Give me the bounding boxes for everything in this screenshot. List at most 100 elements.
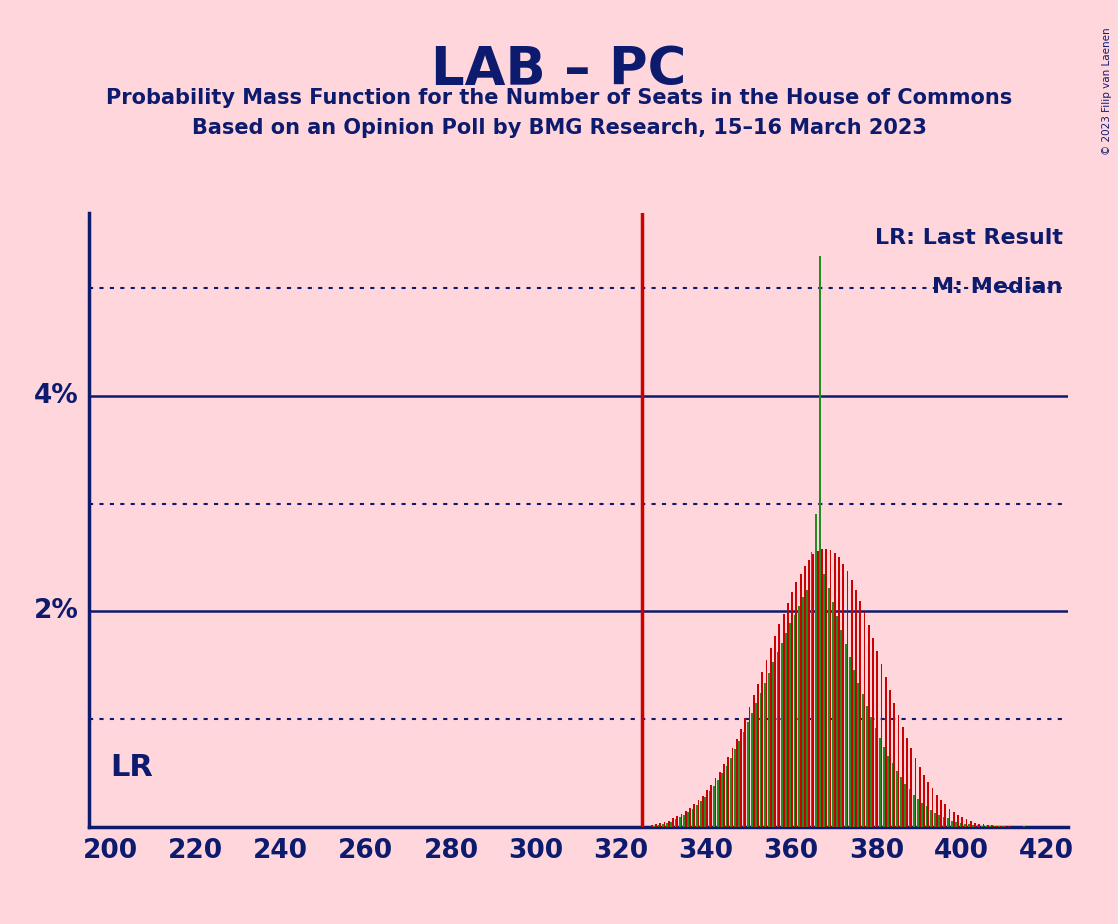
Bar — [909, 789, 910, 827]
Bar — [945, 804, 946, 827]
Bar — [955, 821, 957, 827]
Bar — [655, 824, 657, 827]
Bar — [693, 804, 695, 827]
Bar — [931, 788, 934, 827]
Bar — [785, 633, 787, 827]
Bar — [792, 592, 793, 827]
Bar — [910, 748, 912, 827]
Bar — [917, 799, 919, 827]
Bar — [787, 602, 789, 827]
Bar — [858, 683, 860, 827]
Bar — [853, 670, 855, 827]
Bar — [651, 825, 653, 827]
Bar — [889, 690, 891, 827]
Bar — [973, 825, 974, 827]
Bar — [830, 550, 832, 827]
Bar — [735, 749, 736, 827]
Text: LR: LR — [111, 753, 153, 783]
Bar — [836, 615, 838, 827]
Bar — [745, 718, 746, 827]
Bar — [731, 748, 733, 827]
Bar — [662, 824, 664, 827]
Bar — [842, 564, 844, 827]
Bar — [896, 771, 898, 827]
Bar — [692, 808, 693, 827]
Bar — [940, 800, 941, 827]
Bar — [664, 821, 665, 827]
Bar — [934, 813, 936, 827]
Bar — [846, 571, 849, 827]
Bar — [736, 738, 738, 827]
Bar — [912, 795, 915, 827]
Bar — [740, 729, 742, 827]
Bar — [900, 777, 902, 827]
Bar — [695, 806, 698, 827]
Bar — [902, 726, 903, 827]
Bar — [709, 791, 710, 827]
Bar — [794, 614, 796, 827]
Bar — [751, 712, 752, 827]
Bar — [689, 808, 691, 827]
Bar — [700, 801, 702, 827]
Bar — [1008, 826, 1010, 827]
Bar — [898, 715, 899, 827]
Bar — [994, 826, 995, 827]
Bar — [679, 818, 681, 827]
Bar — [957, 815, 959, 827]
Bar — [688, 812, 689, 827]
Bar — [980, 826, 983, 827]
Bar — [968, 824, 970, 827]
Bar — [866, 706, 868, 827]
Bar — [824, 574, 825, 827]
Bar — [947, 819, 948, 827]
Bar — [766, 660, 767, 827]
Bar — [992, 825, 993, 827]
Bar — [855, 590, 856, 827]
Bar — [821, 549, 823, 827]
Bar — [806, 590, 808, 827]
Bar — [681, 814, 682, 827]
Bar — [961, 818, 963, 827]
Bar — [834, 553, 835, 827]
Bar — [942, 818, 945, 827]
Bar — [666, 822, 667, 827]
Bar — [721, 773, 723, 827]
Bar — [938, 815, 940, 827]
Text: 2%: 2% — [34, 599, 78, 625]
Bar — [756, 703, 757, 827]
Bar — [683, 815, 685, 827]
Bar — [819, 256, 821, 827]
Bar — [1023, 826, 1025, 827]
Bar — [757, 684, 759, 827]
Bar — [851, 580, 853, 827]
Bar — [845, 644, 846, 827]
Bar — [738, 741, 740, 827]
Bar — [808, 560, 811, 827]
Bar — [998, 826, 999, 827]
Bar — [657, 825, 660, 827]
Bar — [783, 614, 785, 827]
Bar — [789, 623, 792, 827]
Bar — [863, 613, 865, 827]
Bar — [811, 553, 813, 827]
Bar — [860, 601, 861, 827]
Bar — [674, 820, 676, 827]
Bar — [713, 786, 714, 827]
Bar — [714, 778, 717, 827]
Bar — [717, 780, 719, 827]
Bar — [796, 582, 797, 827]
Bar — [883, 748, 884, 827]
Text: LR: Last Result: LR: Last Result — [874, 228, 1063, 248]
Bar — [660, 822, 661, 827]
Bar — [874, 728, 877, 827]
Bar — [927, 782, 929, 827]
Bar — [752, 696, 755, 827]
Bar — [948, 808, 950, 827]
Bar — [723, 764, 724, 827]
Bar — [804, 566, 806, 827]
Bar — [704, 796, 707, 827]
Bar — [803, 597, 804, 827]
Bar — [930, 809, 931, 827]
Bar — [827, 588, 830, 827]
Bar — [742, 732, 745, 827]
